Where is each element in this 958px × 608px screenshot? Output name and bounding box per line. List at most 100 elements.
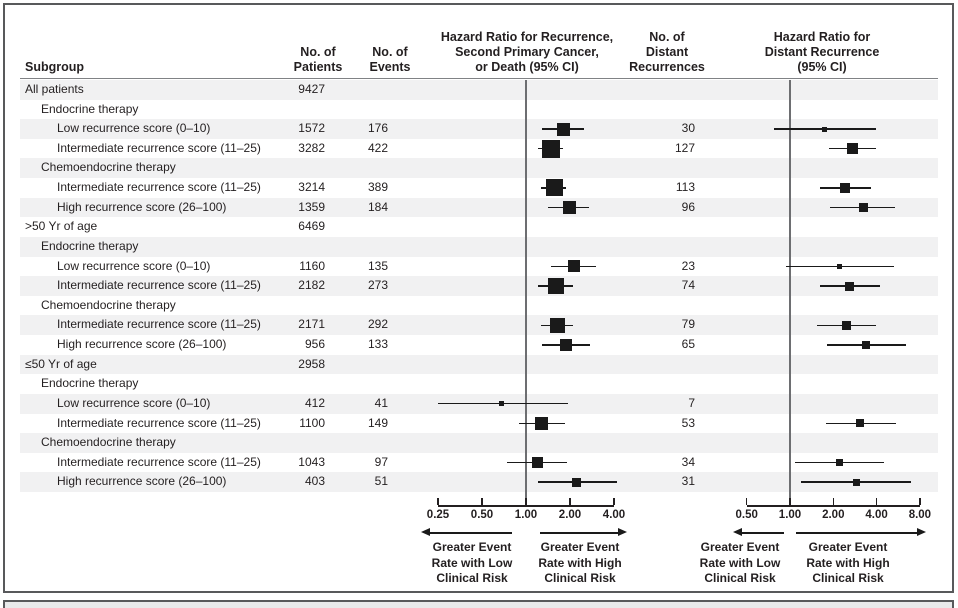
hr-marker — [562, 201, 576, 215]
subgroup-cell: Endocrine therapy — [41, 238, 139, 253]
patients-cell: 3282 — [298, 140, 325, 155]
row-band — [20, 315, 938, 336]
patients-cell: 1160 — [299, 258, 325, 273]
events-cell: 292 — [367, 317, 388, 332]
hr-marker — [836, 459, 844, 467]
subgroup-cell: Intermediate recurrence score (11–25) — [57, 415, 261, 430]
patients-cell: 2958 — [298, 356, 325, 371]
events-cell: 176 — [367, 121, 388, 136]
hr-marker — [852, 478, 860, 486]
subgroup-cell: Intermediate recurrence score (11–25) — [57, 180, 261, 195]
patients-cell: 6469 — [298, 219, 325, 234]
hr-marker — [550, 317, 566, 333]
hr-marker — [534, 416, 548, 430]
patients-cell: 1572 — [298, 121, 325, 136]
subgroup-cell: Low recurrence score (0–10) — [57, 258, 211, 273]
column-header-distant-recurrences: No. of Distant Recurrences — [629, 30, 705, 74]
arrow-label-high-risk: Greater Event Rate with High Clinical Risk — [806, 540, 890, 585]
events-cell: 41 — [374, 395, 388, 410]
distant-cell: 53 — [681, 415, 695, 430]
axis-tick — [613, 498, 615, 505]
axis-tick-label: 1.00 — [514, 509, 538, 521]
axis-tick — [919, 498, 921, 505]
axis-tick — [481, 498, 483, 505]
subgroup-cell: Chemoendocrine therapy — [41, 160, 176, 175]
subgroup-cell: Endocrine therapy — [41, 101, 139, 116]
arrow-left-line — [742, 532, 784, 534]
column-header-patients: No. of Patients — [293, 45, 343, 74]
subgroup-cell: High recurrence score (26–100) — [57, 474, 227, 489]
reference-line — [525, 80, 527, 505]
hr-marker — [542, 139, 561, 158]
distant-cell: 30 — [681, 121, 695, 136]
events-cell: 51 — [374, 474, 388, 489]
patients-cell: 956 — [304, 337, 325, 352]
axis-tick-label: 1.00 — [778, 509, 802, 521]
hr-marker — [858, 203, 868, 213]
row-band — [20, 236, 938, 257]
events-cell: 389 — [367, 180, 388, 195]
distant-cell: 113 — [675, 180, 695, 195]
subgroup-cell: >50 Yr of age — [25, 219, 98, 234]
row-band — [20, 354, 938, 375]
patients-cell: 2182 — [298, 278, 325, 293]
hr-marker — [862, 340, 871, 349]
patients-cell: 1100 — [299, 415, 325, 430]
axis-line — [746, 505, 920, 507]
row-band — [20, 158, 938, 179]
distant-cell: 31 — [681, 474, 695, 489]
hr-marker — [845, 281, 855, 291]
row-band — [20, 197, 938, 218]
subgroup-cell: Endocrine therapy — [41, 376, 139, 391]
arrow-label-low-risk: Greater Event Rate with Low Clinical Risk — [431, 540, 513, 585]
distant-cell: 79 — [681, 317, 695, 332]
arrow-right-line — [796, 532, 917, 534]
patients-cell: 403 — [304, 474, 325, 489]
hr-marker — [847, 143, 859, 155]
column-header-subgroup-text: Subgroup — [25, 60, 85, 74]
arrow-left-head-icon — [733, 528, 742, 536]
distant-cell: 74 — [681, 278, 695, 293]
axis-tick-label: 4.00 — [602, 509, 626, 521]
subgroup-cell: ≤50 Yr of age — [25, 356, 97, 371]
axis-tick — [745, 498, 748, 505]
hr-marker — [545, 179, 563, 197]
row-band — [20, 472, 938, 492]
row-band — [20, 433, 938, 453]
subgroup-cell: Intermediate recurrence score (11–25) — [57, 140, 261, 155]
arrow-right-line — [540, 532, 618, 534]
distant-cell: 7 — [688, 395, 695, 410]
hr-marker — [531, 457, 543, 469]
events-cell: 135 — [367, 258, 388, 273]
axis-tick-label: 8.00 — [908, 509, 932, 521]
reference-line — [789, 80, 791, 505]
events-cell: 422 — [367, 140, 388, 155]
axis-tick-label: 0.25 — [426, 509, 450, 521]
patients-cell: 3214 — [298, 180, 325, 195]
patients-cell: 1359 — [298, 199, 325, 214]
arrow-label-low-risk: Greater Event Rate with Low Clinical Risk — [699, 540, 781, 585]
column-header-hr-recurrence: Hazard Ratio for Recurrence, Second Prim… — [440, 30, 614, 74]
axis-tick-label: 0.50 — [470, 509, 494, 521]
distant-cell: 96 — [681, 199, 695, 214]
hr-marker — [499, 401, 505, 407]
hr-marker — [855, 419, 864, 428]
events-cell: 133 — [367, 337, 388, 352]
axis-tick-label: 2.00 — [558, 509, 582, 521]
row-band — [20, 80, 938, 100]
subgroup-cell: Intermediate recurrence score (11–25) — [57, 317, 261, 332]
events-cell: 184 — [367, 199, 388, 214]
header-divider — [20, 78, 938, 79]
patients-cell: 2171 — [298, 317, 325, 332]
distant-cell: 34 — [681, 454, 695, 469]
distant-cell: 127 — [674, 140, 695, 155]
hr-marker — [560, 338, 573, 351]
events-cell: 97 — [374, 454, 388, 469]
arrow-right-head-icon — [618, 528, 627, 536]
arrow-label-high-risk: Greater Event Rate with High Clinical Risk — [538, 540, 622, 585]
axis-line — [438, 505, 614, 507]
row-band — [20, 276, 938, 296]
axis-tick — [789, 498, 791, 505]
